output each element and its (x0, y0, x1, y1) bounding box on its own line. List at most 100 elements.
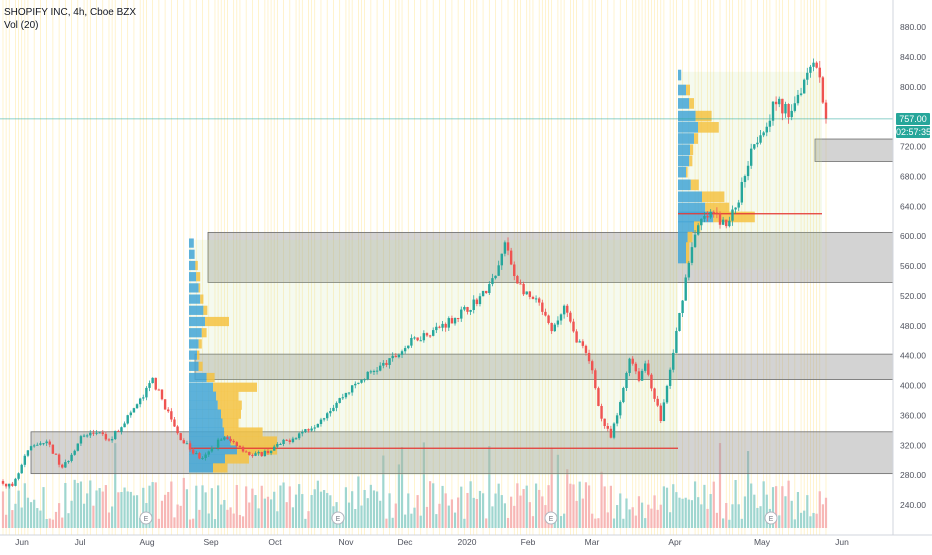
candle-body (488, 284, 491, 294)
price-tick-label: 320.00 (900, 440, 926, 450)
volume-bar (513, 505, 516, 528)
candle-body (637, 371, 641, 381)
volume-bar (425, 506, 429, 528)
candle-body (765, 126, 768, 133)
volume-bar (329, 495, 332, 528)
candle-body (126, 415, 129, 424)
volume-bar (313, 489, 316, 528)
profile-bar-up (189, 272, 197, 282)
price-axis[interactable]: 240.00 280.00 320.00 360.00 400.00 440.00 480.… (892, 0, 932, 550)
volume-bar (210, 488, 213, 528)
candle-body (163, 399, 167, 410)
candle-body (173, 419, 176, 427)
candle-body (167, 409, 170, 412)
profile-bar-down (222, 418, 239, 428)
candle-body (26, 450, 30, 456)
candle-body (603, 418, 606, 427)
volume-bar (20, 507, 23, 528)
candle-body (400, 351, 404, 355)
price-tick-label: 360.00 (900, 410, 926, 420)
volume-indicator-label[interactable]: Vol (20) (4, 20, 39, 31)
volume-bar (269, 499, 273, 528)
volume-bar (73, 479, 76, 528)
candle-body (363, 379, 366, 381)
volume-bar (541, 496, 544, 528)
candle-body (653, 388, 656, 399)
profile-bar-up (678, 202, 706, 214)
volume-bar (793, 519, 796, 528)
candle-body (182, 440, 186, 444)
volume-bar (587, 485, 591, 528)
candle-body (787, 103, 790, 118)
candle-body (341, 397, 344, 399)
volume-bar (357, 476, 360, 528)
volume-bar (578, 481, 581, 528)
profile-bar-up (189, 249, 195, 259)
candle-body (257, 452, 260, 454)
volume-bar (126, 491, 129, 528)
candle-body (123, 423, 126, 428)
profile-bar-up (678, 242, 686, 253)
volume-bar (354, 508, 357, 528)
profile-bar-up (189, 283, 199, 293)
profile-bar-down (198, 339, 202, 349)
candle-body (519, 283, 522, 285)
candle-body (17, 473, 20, 479)
volume-bar (700, 504, 703, 528)
time-tick-label: Mar (585, 537, 600, 547)
candle-body (703, 215, 706, 219)
profile-bar-down (205, 316, 229, 327)
volume-bar (98, 488, 101, 528)
volume-bar (217, 485, 220, 528)
candle-body (734, 207, 737, 210)
candle-body (269, 450, 273, 454)
volume-bar (288, 486, 291, 528)
profile-bar-up (189, 454, 225, 464)
candle-body (410, 337, 413, 346)
candle-body (513, 264, 516, 277)
profile-bar-up (678, 252, 686, 264)
volume-bar (678, 497, 681, 528)
profile-bar-up (678, 144, 690, 156)
candle-body (220, 439, 223, 441)
candle-body (276, 444, 279, 447)
candle-body (332, 407, 335, 412)
candle-body (29, 446, 33, 451)
profile-bar-up (678, 179, 691, 191)
time-axis[interactable]: Jun Jul Aug Sep Oct Nov Dec 2020 Feb Mar Apr May Jun (0, 534, 932, 550)
volume-bars (1, 442, 828, 528)
candle-body (799, 93, 803, 95)
symbol-title[interactable]: SHOPIFY INC, 4h, Cboe BZX (4, 7, 137, 18)
candle-body (39, 443, 42, 445)
volume-bar (725, 502, 728, 528)
candle-body (749, 148, 753, 166)
profile-bar-up (189, 427, 225, 437)
candle-body (232, 441, 235, 443)
candle-body (235, 442, 239, 447)
profile-bar-up (189, 372, 207, 383)
candle-body (145, 387, 148, 398)
volume-bar (550, 447, 553, 528)
candle-body (684, 277, 687, 301)
time-tick-label: Sep (203, 537, 218, 547)
volume-bar (273, 491, 276, 528)
volume-bar (45, 518, 48, 528)
highlight-vertical-lines (2, 0, 827, 550)
candle-body (95, 432, 98, 434)
volume-bar (616, 505, 619, 528)
profile-bar-up (189, 305, 204, 315)
volume-bar (538, 489, 541, 528)
volume-bar (432, 483, 435, 528)
candle-body (812, 62, 815, 67)
candles (0, 58, 893, 489)
volume-bar (584, 482, 588, 528)
profile-bar-down (201, 328, 207, 338)
candle-body (92, 432, 95, 434)
candle-body (466, 307, 469, 312)
candle-body (712, 211, 715, 213)
volume-bar (235, 485, 238, 528)
volume-bar (17, 490, 20, 528)
